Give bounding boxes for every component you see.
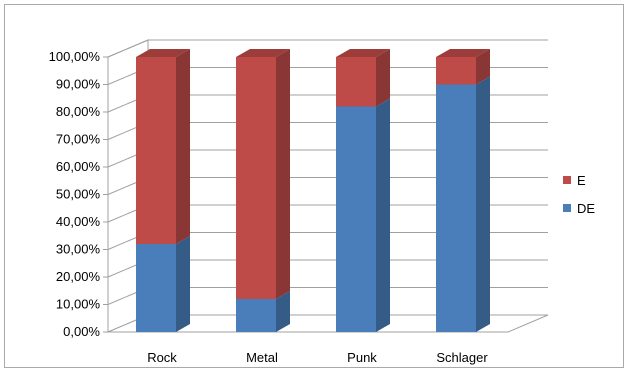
x-axis-category-labels: Rock Metal Punk Schlager — [147, 350, 488, 365]
bar-side-de — [176, 236, 190, 332]
y-axis-tick-labels: 0,00% 10,00% 20,00% 30,00% 40,00% 50,00% 60,00… — [49, 49, 101, 339]
bar-front-e — [436, 57, 476, 85]
y-tick-label: 50,00% — [56, 187, 101, 202]
bar-side-de — [476, 76, 490, 332]
y-tick-label: 10,00% — [56, 297, 101, 312]
gridline-side — [107, 39, 149, 58]
bar-front-de — [136, 244, 176, 332]
bar-front-de — [336, 106, 376, 332]
bar-stack — [236, 49, 290, 332]
bar-side-de — [276, 291, 290, 332]
bar-side-de — [376, 98, 390, 332]
bar-front-de — [436, 84, 476, 332]
y-tick-label: 80,00% — [56, 104, 101, 119]
legend-swatch — [563, 204, 571, 212]
bar-top-e — [136, 49, 190, 57]
y-tick-label: 30,00% — [56, 242, 101, 257]
bar-front-e — [336, 57, 376, 107]
bar-stack — [336, 49, 390, 332]
y-tick-label: 90,00% — [56, 77, 101, 92]
y-tick-label: 0,00% — [63, 324, 100, 339]
y-tick-label: 70,00% — [56, 132, 101, 147]
y-tick-label: 60,00% — [56, 159, 101, 174]
bar-side-e — [176, 49, 190, 244]
bar-stack — [436, 49, 490, 332]
legend: E DE — [563, 173, 595, 216]
category-label: Punk — [347, 350, 377, 365]
bar-top-e — [236, 49, 290, 57]
bar-side-e — [476, 49, 490, 85]
bar-top-e — [436, 49, 490, 57]
bar-side-e — [376, 49, 390, 107]
category-label: Metal — [246, 350, 278, 365]
legend-label: DE — [577, 201, 595, 216]
y-tick-label: 100,00% — [49, 49, 101, 64]
category-label: Rock — [147, 350, 177, 365]
bar-front-e — [136, 57, 176, 244]
bars — [136, 49, 490, 332]
y-tick-label: 20,00% — [56, 269, 101, 284]
legend-label: E — [577, 173, 586, 188]
bar-front-e — [236, 57, 276, 299]
bar-front-de — [236, 299, 276, 332]
legend-swatch — [563, 176, 571, 184]
bar-stack — [136, 49, 190, 332]
chart-frame — [4, 4, 624, 368]
bar-top-e — [336, 49, 390, 57]
category-label: Schlager — [436, 350, 488, 365]
bar-side-e — [276, 49, 290, 299]
y-tick-label: 40,00% — [56, 214, 101, 229]
